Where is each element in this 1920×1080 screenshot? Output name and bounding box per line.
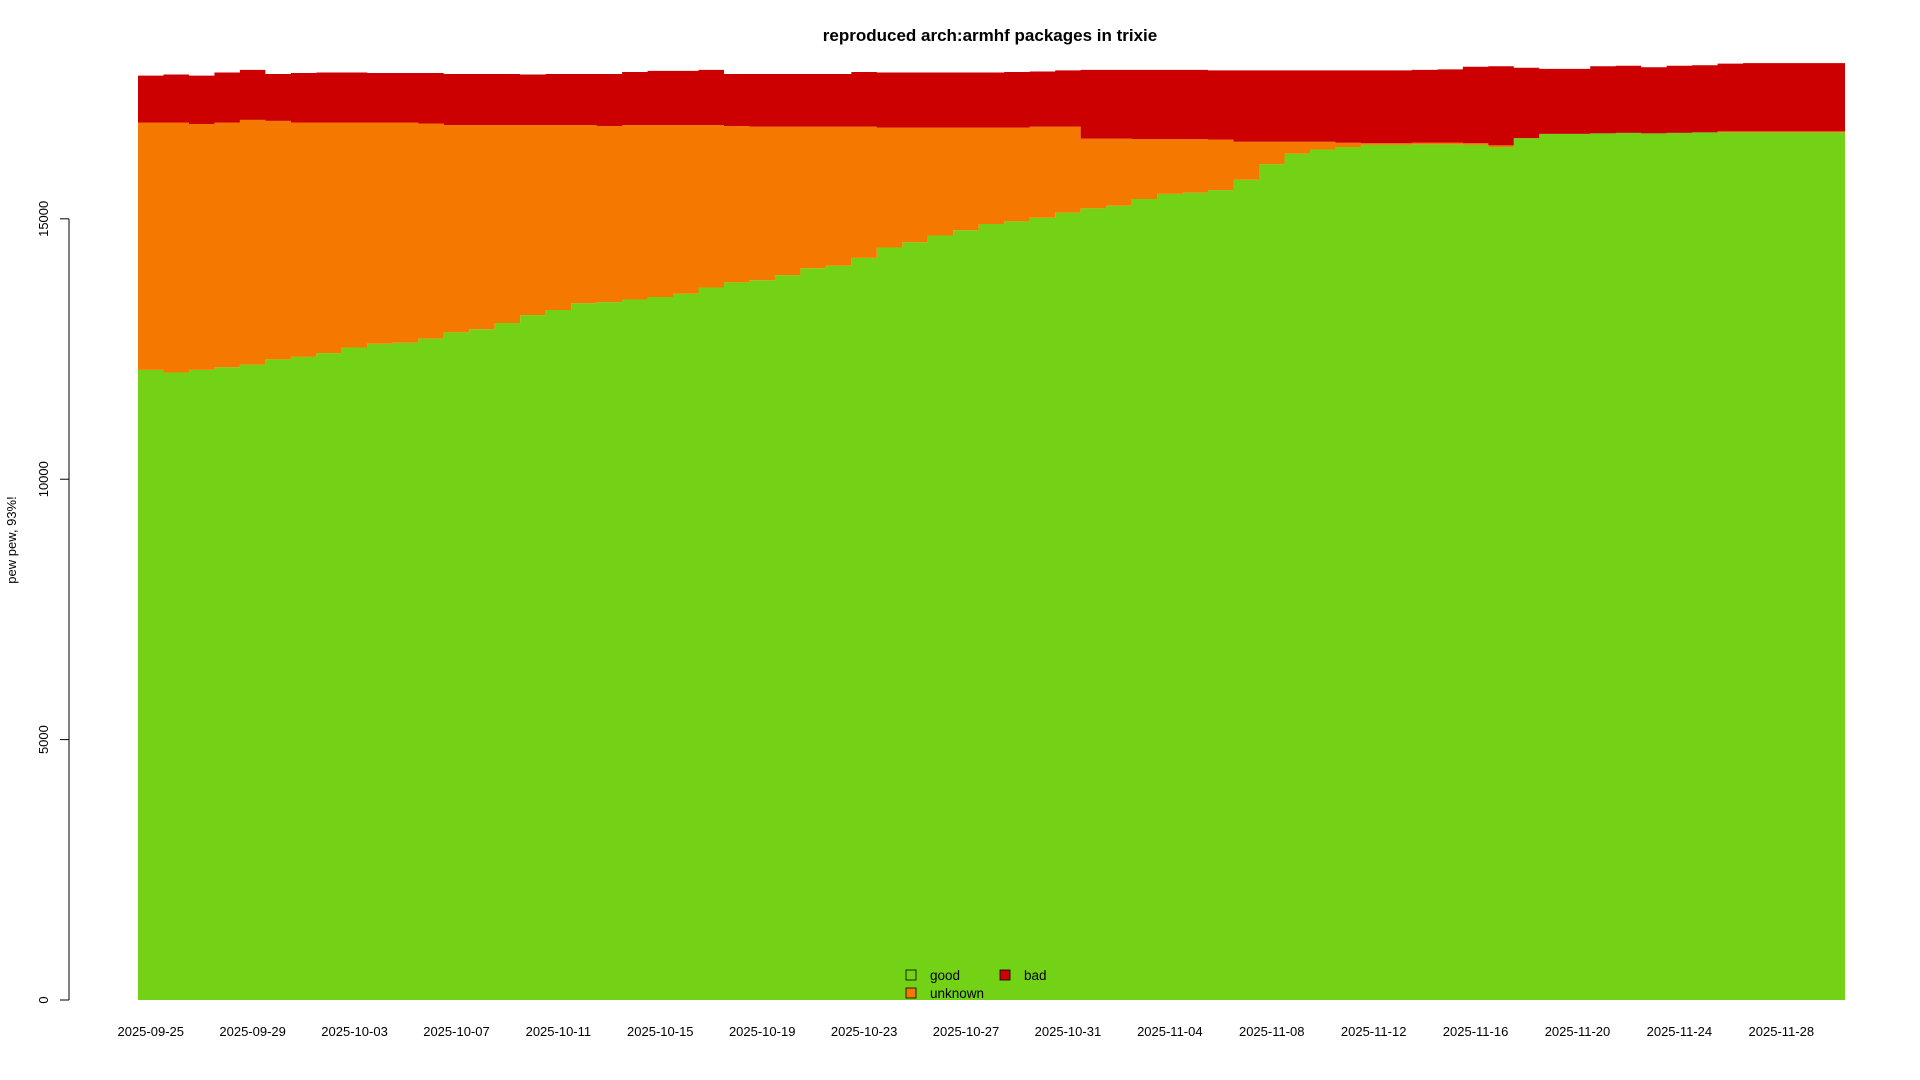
y-tick-label: 0 [36,996,51,1003]
series-areas [138,63,1845,1000]
x-tick-label: 2025-11-04 [1137,1024,1203,1039]
y-axis-title: pew pew, 93%! [4,496,19,583]
x-tick-label: 2025-10-31 [1035,1024,1102,1039]
y-tick-label: 15000 [36,201,51,237]
x-tick-label: 2025-10-11 [526,1024,592,1039]
area-bad [138,63,1845,146]
area-unknown [138,119,1845,373]
x-tick-label: 2025-10-03 [321,1024,388,1039]
x-tick-label: 2025-11-12 [1341,1024,1407,1039]
x-tick-label: 2025-10-15 [627,1024,694,1039]
x-tick-label: 2025-11-08 [1239,1024,1305,1039]
x-tick-label: 2025-10-07 [423,1024,490,1039]
legend-swatch-good [905,969,917,981]
x-tick-label: 2025-11-28 [1749,1024,1815,1039]
x-tick-label: 2025-09-25 [117,1024,184,1039]
area-good [138,132,1845,1000]
y-tick-label: 10000 [36,461,51,497]
x-tick-label: 2025-10-23 [831,1024,898,1039]
x-tick-label: 2025-11-16 [1443,1024,1509,1039]
legend-label-good: good [930,968,960,983]
y-tick-label: 5000 [36,725,51,754]
legend-label-bad: bad [1024,968,1047,983]
x-tick-label: 2025-10-19 [729,1024,796,1039]
chart-title: reproduced arch:armhf packages in trixie [823,26,1157,45]
legend-swatch-unknown [905,987,917,999]
x-tick-label: 2025-10-27 [933,1024,1000,1039]
x-tick-label: 2025-11-20 [1545,1024,1611,1039]
x-axis: 2025-09-25 2025-09-29 2025-10-03 2025-10-07… [117,1024,1814,1039]
y-axis: 0 5000 10000 15000 [36,201,70,1004]
x-tick-label: 2025-09-29 [219,1024,286,1039]
legend-label-unknown: unknown [930,986,984,1001]
legend: good unknown bad [905,968,1047,1001]
x-tick-label: 2025-11-24 [1647,1024,1713,1039]
legend-swatch-bad [999,969,1011,981]
